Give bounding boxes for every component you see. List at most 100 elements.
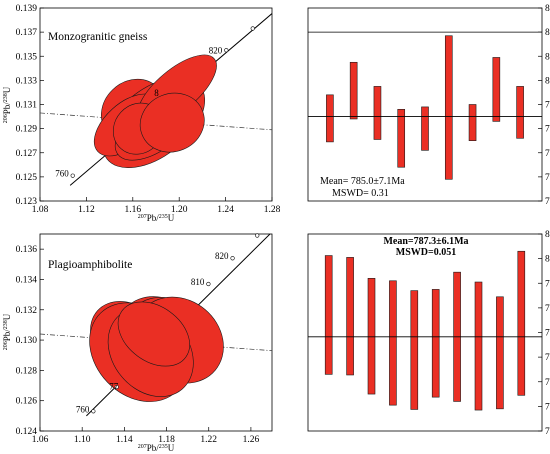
age-error-bar-5 (410, 290, 419, 410)
discordia-segment (40, 333, 272, 352)
y-tick-label: 0.132 (16, 306, 38, 316)
mean-age-text: Mean= 785.0±7.1Ma (320, 176, 405, 187)
x-axis-label: 207Pb/235U (138, 213, 175, 223)
age-marker (224, 48, 229, 53)
y-tick-label: 0.123 (16, 197, 38, 207)
y-tick-label: 810 (545, 52, 550, 62)
age-error-bar-2 (346, 257, 354, 376)
y-tick-label: 784 (545, 353, 550, 363)
y-axis-ticks: 750 760 770 780 790 800 810 820 830 (538, 4, 550, 207)
panel-title: Monzogranitic gneiss (48, 31, 148, 43)
plot-frame (307, 233, 543, 432)
concordia-age-markers (91, 233, 260, 414)
age-label: 760 (76, 404, 90, 414)
y-tick-label: 776 (545, 402, 550, 412)
y-tick-label: 772 (545, 427, 550, 437)
y-tick-label: 804 (545, 230, 550, 240)
x-tick-label: 1.08 (32, 205, 49, 215)
age-error-bar-9 (516, 86, 524, 139)
age-error-bar-8 (492, 57, 501, 122)
age-error-bar-1 (326, 94, 334, 143)
x-axis-ticks: 1.06 1.10 1.14 1.18 1.22 1.26 (32, 427, 260, 445)
discordia-line (40, 112, 272, 131)
mean-age-text: Mean=787.3±6.1Ma (383, 236, 468, 247)
age-error-bars (326, 35, 524, 180)
y-tick-label: 750 (545, 197, 550, 207)
y-tick-label: 780 (545, 125, 550, 135)
age-error-bar-10 (517, 250, 526, 396)
y-tick-label: 0.127 (16, 149, 38, 159)
y-axis-ticks: 0.123 0.125 0.127 0.129 0.131 0.133 0.135 0.137… (16, 4, 44, 207)
discordia-segment (40, 112, 272, 131)
y-tick-label: 830 (545, 4, 550, 14)
y-tick-label: 0.126 (16, 397, 38, 407)
concordia-age-labels: 760 8 820 (55, 46, 223, 179)
age-marker (206, 281, 211, 287)
error-ellipse-7 (117, 301, 190, 367)
age-label: 820 (215, 251, 229, 261)
y-tick-label: 820 (545, 28, 550, 38)
age-label: 77 (109, 382, 119, 392)
age-error-bar-3 (367, 278, 376, 395)
y-tick-label: 0.134 (16, 275, 38, 285)
error-ellipse-7 (139, 92, 205, 153)
y-tick-label: 788 (545, 329, 550, 339)
age-error-bar-2 (349, 61, 358, 120)
x-tick-label: 1.10 (74, 435, 91, 445)
age-marker (91, 409, 96, 414)
y-tick-label: 0.130 (16, 336, 38, 346)
age-label: 820 (209, 46, 223, 56)
y-tick-label: 770 (545, 149, 550, 159)
age-error-bar-3 (373, 86, 382, 140)
age-marker (255, 233, 260, 238)
age-error-bar-4 (389, 280, 397, 406)
age-error-bar-5 (421, 106, 429, 151)
y-tick-label: 800 (545, 76, 550, 86)
y-tick-label: 760 (545, 173, 550, 183)
age-label: 760 (55, 169, 69, 179)
age-marker (250, 26, 255, 31)
x-axis-ticks: 1.08 1.12 1.16 1.20 1.24 1.28 (32, 197, 281, 215)
concordia-panel-plagioamphibolite: 760 77 810 820 1.06 1.10 1.14 1.18 1.22 1.26 0.1… (2, 233, 273, 453)
age-label: 810 (191, 277, 205, 287)
error-ellipses (89, 296, 224, 402)
age-error-bar-6 (431, 289, 440, 398)
y-axis-label: 206Pb/238U (2, 86, 12, 123)
y-tick-label: 800 (545, 255, 550, 265)
x-tick-label: 1.22 (200, 435, 217, 445)
y-tick-label: 792 (545, 304, 550, 314)
y-axis-label: 206Pb/238U (2, 313, 12, 350)
y-tick-label: 0.137 (16, 28, 38, 38)
y-tick-label: 0.131 (16, 101, 38, 111)
y-tick-label: 0.135 (16, 52, 38, 62)
age-label: 8 (154, 88, 159, 98)
x-tick-label: 1.28 (264, 205, 281, 215)
plot-frame (39, 233, 273, 432)
x-tick-label: 1.06 (32, 435, 49, 445)
mswd-text: MSWD=0.051 (396, 247, 456, 258)
age-error-bar-7 (468, 104, 477, 141)
plot-frame (307, 7, 543, 202)
y-tick-label: 780 (545, 378, 550, 388)
weighted-mean-panel-plagioamphibolite: 772 776 780 784 788 792 796 800 804 Mean=787.3±6… (307, 230, 550, 437)
x-axis-label: 207Pb/235U (138, 443, 175, 453)
y-tick-label: 0.136 (16, 245, 38, 255)
x-tick-label: 1.26 (243, 435, 260, 445)
age-error-bar-9 (496, 296, 504, 410)
x-tick-label: 1.24 (217, 205, 234, 215)
y-axis-ticks: 0.124 0.126 0.128 0.130 0.132 0.134 0.136 (16, 245, 44, 437)
x-tick-label: 1.20 (171, 205, 188, 215)
y-tick-label: 0.133 (16, 76, 38, 86)
age-error-bars (324, 250, 526, 411)
y-tick-label: 796 (545, 279, 550, 289)
age-marker (70, 173, 75, 178)
y-tick-label: 0.129 (16, 125, 38, 135)
y-tick-label: 0.139 (16, 4, 38, 14)
error-ellipses (93, 54, 217, 169)
y-tick-label: 0.125 (16, 173, 38, 183)
panel-title: Plagioamphibolite (48, 259, 132, 271)
y-tick-label: 790 (545, 101, 550, 111)
mswd-text: MSWD= 0.31 (332, 188, 389, 199)
